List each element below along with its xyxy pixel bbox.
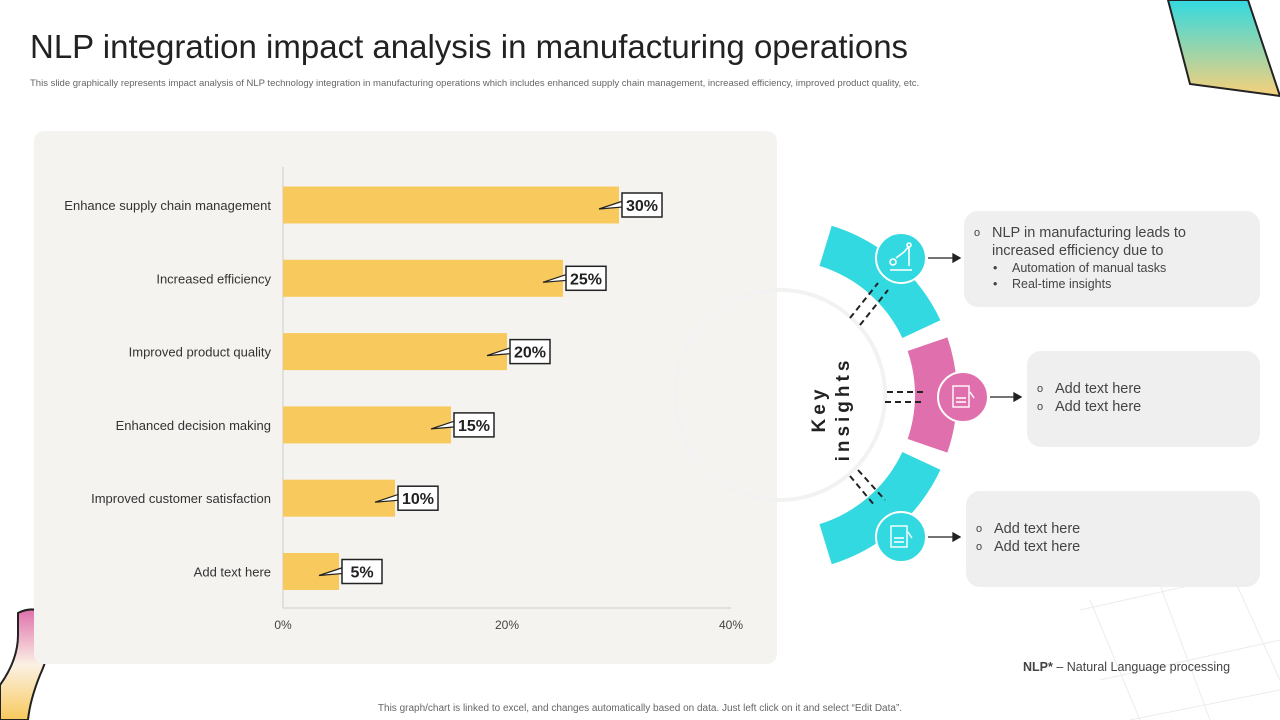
insight-box-2: Add text here Add text here <box>1027 351 1260 447</box>
x-tick-label: 40% <box>719 618 743 632</box>
category-label: Improved product quality <box>129 345 272 360</box>
data-label-box <box>621 192 663 218</box>
insight-box-3: Add text here Add text here <box>966 491 1260 587</box>
bar <box>283 479 395 517</box>
category-label: Enhanced decision making <box>116 418 271 433</box>
data-label: 30% <box>626 198 658 215</box>
arc-segment <box>819 452 941 565</box>
bar <box>283 259 563 297</box>
bar <box>283 186 619 224</box>
insight-bullet: Automation of manual tasks <box>964 260 1260 276</box>
chart-panel: Enhance supply chain management 30% Increa… <box>34 131 777 664</box>
data-label: 5% <box>350 565 373 582</box>
insight-line: Add text here <box>966 520 1260 538</box>
data-label-box <box>565 265 607 292</box>
corner-decoration-top <box>1166 0 1280 98</box>
data-label: 10% <box>402 491 434 508</box>
x-tick-label: 0% <box>274 618 292 632</box>
x-tick-label: 20% <box>495 618 519 632</box>
insight-line: Add text here <box>1027 380 1260 398</box>
data-label-box <box>453 412 495 438</box>
document-grade-icon <box>937 371 989 423</box>
insight-bullet: Real-time insights <box>964 276 1260 292</box>
abbreviation-note: NLP* – Natural Language processing <box>1023 660 1230 674</box>
insight-box-1: NLP in manufacturing leads to increased … <box>964 211 1260 307</box>
insight-heading: NLP in manufacturing leads to increased … <box>964 224 1260 260</box>
footer-note: This graph/chart is linked to excel, and… <box>377 703 903 714</box>
bar <box>283 406 451 444</box>
insight-line: Add text here <box>966 538 1260 556</box>
key-insights-label: Key insights <box>809 356 854 462</box>
page-title: NLP integration impact analysis in manuf… <box>30 28 909 65</box>
insight-line: Add text here <box>1027 398 1260 416</box>
data-label: 15% <box>458 418 490 435</box>
arc-segment <box>819 225 941 338</box>
document-grade-icon <box>875 511 927 563</box>
category-label: Increased efficiency <box>156 271 271 286</box>
bar-chart: Enhance supply chain management 30% Increa… <box>64 167 743 632</box>
page-subtitle: This slide graphically represents impact… <box>30 78 920 89</box>
abbreviation-meaning: – Natural Language processing <box>1052 660 1231 674</box>
data-label: 20% <box>514 345 546 362</box>
bar <box>283 333 507 371</box>
robot-arm-icon <box>875 232 927 284</box>
arc-segment <box>907 337 957 453</box>
category-label: Improved customer satisfaction <box>91 491 271 506</box>
abbreviation: NLP* <box>1023 660 1053 674</box>
data-label: 25% <box>570 271 602 288</box>
data-label-box <box>341 558 383 585</box>
grid-decoration <box>1080 570 1280 720</box>
data-label-box <box>509 338 551 365</box>
category-label: Add text here <box>194 565 271 580</box>
data-label-box <box>397 485 439 511</box>
category-label: Enhance supply chain management <box>64 198 271 213</box>
